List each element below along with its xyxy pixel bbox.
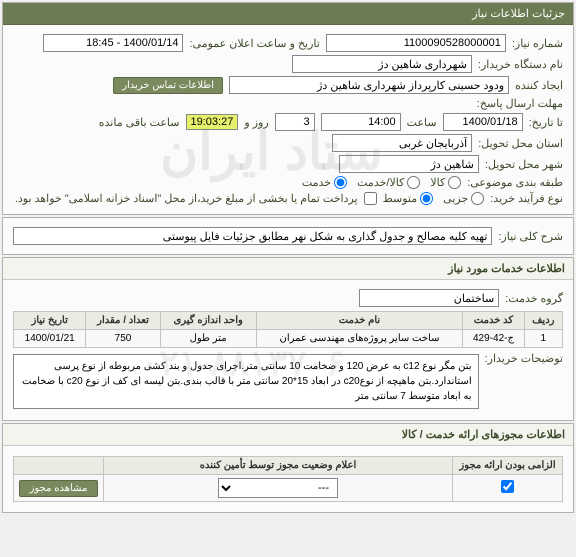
cat-service-radio[interactable] [334, 176, 347, 189]
remain-label: ساعت باقی مانده [99, 116, 180, 129]
required-checkbox[interactable] [501, 480, 514, 493]
group-label: گروه خدمت: [505, 292, 563, 305]
col-qty: تعداد / مقدار [86, 312, 160, 330]
province-field[interactable] [332, 134, 472, 152]
buyer-note-box: بتن مگر نوع c12 به عرض 120 و ضخامت 10 سا… [13, 354, 479, 409]
time-field[interactable] [321, 113, 401, 131]
cat-mixed-label: کالا/خدمت [357, 176, 404, 189]
need-no-field[interactable] [326, 34, 506, 52]
permits-section-title: اطلاعات مجوزهای ارائه خدمت / کالا [3, 424, 573, 446]
need-no-label: شماره نیاز: [512, 37, 563, 50]
col-code: کد خدمت [463, 312, 524, 330]
deadline-label: مهلت ارسال پاسخ: [477, 97, 563, 110]
remain-time: 19:03:27 [186, 114, 239, 130]
proc-med-label: متوسط [383, 192, 418, 205]
col-row: ردیف [524, 312, 562, 330]
city-label: شهر محل تحویل: [485, 158, 563, 171]
org-field[interactable] [292, 55, 472, 73]
cat-goods-label: کالا [430, 176, 445, 189]
cell-qty: 750 [86, 330, 160, 348]
to-date-field[interactable] [443, 113, 523, 131]
cell-name: ساخت سایر پروژه‌های مهندسی عمران [256, 330, 463, 348]
services-table: ردیف کد خدمت نام خدمت واحد اندازه گیری ت… [13, 311, 563, 348]
panel-title: جزئیات اطلاعات نیاز [3, 3, 573, 25]
to-date-label: تا تاریخ: [529, 116, 563, 129]
col-status: اعلام وضعیت مجوز توسط تأمین کننده [104, 457, 453, 475]
category-label: طبقه بندی موضوعی: [467, 176, 563, 189]
permits-table: الزامی بودن ارائه مجوز اعلام وضعیت مجوز … [13, 456, 563, 502]
proc-med-radio[interactable] [420, 192, 433, 205]
org-label: نام دستگاه خریدار: [478, 58, 563, 71]
view-permit-button[interactable]: مشاهده مجوز [19, 480, 99, 497]
overview-label: شرح کلی نیاز: [498, 230, 563, 243]
city-field[interactable] [339, 155, 479, 173]
cell-date: 1400/01/21 [14, 330, 86, 348]
cell-unit: متر طول [160, 330, 256, 348]
announce-field[interactable] [43, 34, 183, 52]
overview-input[interactable] [13, 227, 492, 245]
buyer-note-label: توضیحات خریدار: [485, 352, 563, 365]
overview-panel: شرح کلی نیاز: [2, 217, 574, 255]
col-name: نام خدمت [256, 312, 463, 330]
time-label: ساعت [407, 116, 437, 129]
cell-code: ج-42-429 [463, 330, 524, 348]
col-date: تاریخ نیاز [14, 312, 86, 330]
days-field[interactable] [275, 113, 315, 131]
process-label: نوع فرآیند خرید: [490, 192, 563, 205]
payment-note: پرداخت تمام یا بخشی از مبلغ خرید،از محل … [15, 192, 358, 205]
treasury-checkbox[interactable] [364, 192, 377, 205]
cat-goods-radio[interactable] [448, 176, 461, 189]
col-required: الزامی بودن ارائه مجوز [453, 457, 563, 475]
status-select[interactable]: --- [218, 478, 338, 498]
col-unit: واحد اندازه گیری [160, 312, 256, 330]
permits-panel: اطلاعات مجوزهای ارائه خدمت / کالا الزامی… [2, 423, 574, 513]
days-label: روز و [244, 116, 268, 129]
cell-row: 1 [524, 330, 562, 348]
services-panel: اطلاعات خدمات مورد نیاز گروه خدمت: ردیف … [2, 257, 574, 421]
main-panel: جزئیات اطلاعات نیاز شماره نیاز: تاریخ و … [2, 2, 574, 215]
province-label: استان محل تحویل: [478, 137, 563, 150]
cat-mixed-radio[interactable] [407, 176, 420, 189]
table-row[interactable]: 1 ج-42-429 ساخت سایر پروژه‌های مهندسی عم… [14, 330, 563, 348]
permit-row: --- مشاهده مجوز [14, 475, 563, 502]
creator-label: ایجاد کننده [515, 79, 563, 92]
group-field[interactable] [359, 289, 499, 307]
proc-small-radio[interactable] [471, 192, 484, 205]
services-section-title: اطلاعات خدمات مورد نیاز [3, 258, 573, 280]
contact-button[interactable]: اطلاعات تماس خریدار [113, 77, 223, 94]
announce-label: تاریخ و ساعت اعلان عمومی: [189, 37, 319, 50]
creator-field[interactable] [229, 76, 509, 94]
cat-service-label: خدمت [302, 176, 331, 189]
proc-small-label: جزیی [443, 192, 468, 205]
